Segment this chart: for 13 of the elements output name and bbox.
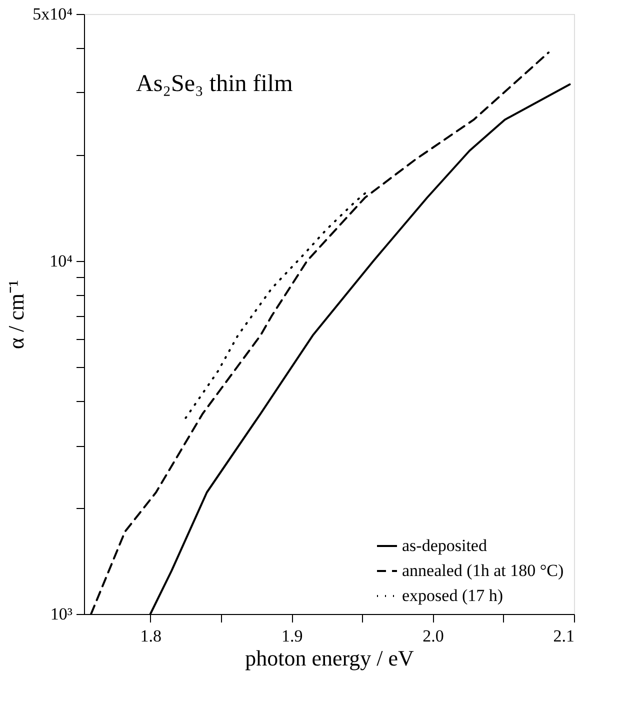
- x-tick-label: 2.1: [553, 626, 574, 646]
- x-tick-label: 1.8: [140, 626, 162, 646]
- y-tick-label: 5x10⁴: [32, 4, 73, 24]
- y-tick-label: 10⁴: [50, 251, 73, 270]
- y-axis-title: α / cm⁻¹: [4, 280, 29, 350]
- legend-label: annealed (1h at 180 °C): [402, 561, 564, 580]
- x-tick-label: 1.9: [281, 626, 303, 646]
- legend-label: as-deposited: [402, 536, 488, 555]
- annotation: As₂Se₃ thin film: [136, 71, 294, 97]
- legend-label: exposed (17 h): [402, 586, 504, 605]
- x-tick-label: 2.0: [422, 626, 444, 646]
- x-axis-title: photon energy / eV: [245, 646, 414, 670]
- y-tick-label: 10³: [50, 604, 72, 624]
